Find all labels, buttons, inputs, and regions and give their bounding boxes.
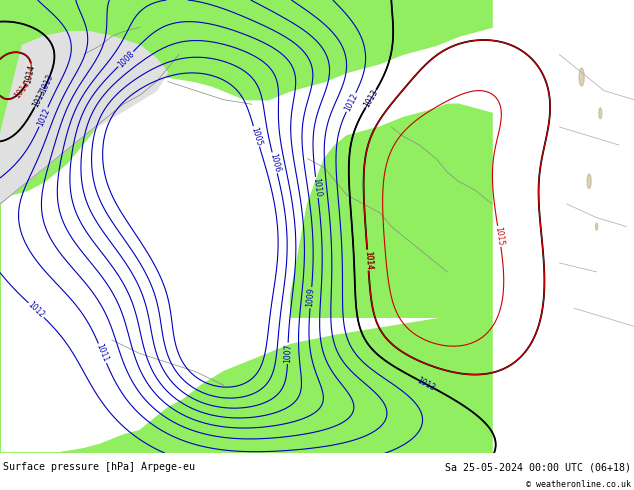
Polygon shape: [0, 32, 168, 204]
Text: 1014: 1014: [23, 63, 37, 84]
Text: Sa 25-05-2024 00:00 UTC (06+18): Sa 25-05-2024 00:00 UTC (06+18): [445, 462, 631, 472]
Text: © weatheronline.co.uk: © weatheronline.co.uk: [526, 480, 631, 489]
Text: 1006: 1006: [268, 152, 281, 173]
Text: 1012: 1012: [343, 92, 359, 113]
Text: 1013: 1013: [362, 88, 380, 109]
Text: 1012: 1012: [36, 106, 51, 127]
Text: 1014: 1014: [363, 250, 373, 270]
Text: 1010: 1010: [311, 177, 323, 197]
Polygon shape: [0, 318, 492, 453]
Text: 1012: 1012: [26, 300, 46, 320]
Text: 1015: 1015: [493, 226, 505, 246]
Polygon shape: [291, 104, 492, 318]
Text: 1007: 1007: [283, 343, 292, 363]
Text: 1013: 1013: [39, 73, 55, 94]
Text: 1014: 1014: [13, 79, 32, 100]
Polygon shape: [598, 108, 602, 119]
Text: 1013: 1013: [415, 376, 437, 392]
Polygon shape: [579, 68, 585, 86]
Polygon shape: [587, 174, 592, 189]
Polygon shape: [0, 0, 492, 99]
Text: Surface pressure [hPa] Arpege-eu: Surface pressure [hPa] Arpege-eu: [3, 462, 195, 472]
Polygon shape: [0, 0, 179, 453]
Text: 1005: 1005: [249, 126, 264, 147]
Text: 1009: 1009: [306, 288, 316, 308]
Text: 1014: 1014: [363, 250, 373, 270]
Text: 1008: 1008: [116, 49, 136, 69]
Polygon shape: [595, 223, 598, 230]
Text: 1013: 1013: [31, 88, 48, 109]
Text: 1011: 1011: [94, 343, 110, 364]
